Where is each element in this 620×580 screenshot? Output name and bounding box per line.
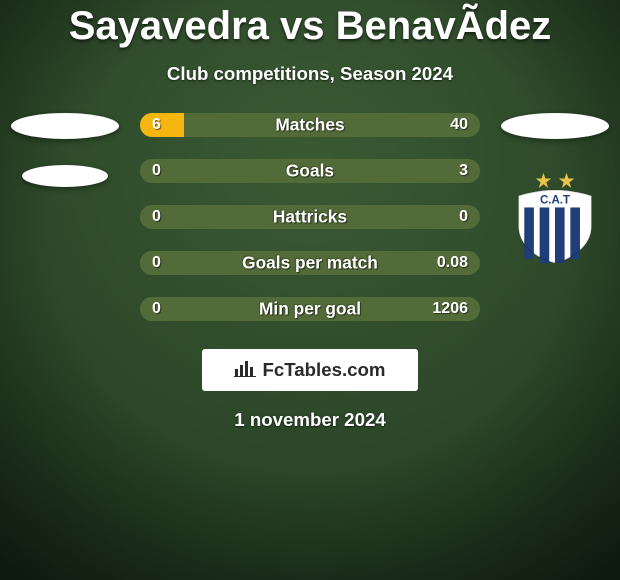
- stat-bars: Matches640 Goals03 Hattricks00 Goals per ma…: [140, 113, 480, 321]
- bar-track: [140, 159, 480, 183]
- left-player-col: [0, 113, 130, 187]
- content-root: Sayavedra vs BenavÃ­dez Club competition…: [0, 0, 620, 580]
- club-badge: C.A.T: [505, 165, 605, 265]
- bar-right-fill: [140, 159, 480, 183]
- brand-text: FcTables.com: [262, 359, 385, 381]
- bar-track: [140, 113, 480, 137]
- stat-row: Goals per match00.08: [140, 251, 480, 275]
- club-placeholder: [22, 165, 108, 187]
- date-text: 1 november 2024: [234, 409, 385, 431]
- stat-row: Matches640: [140, 113, 480, 137]
- bar-right-fill: [184, 113, 480, 137]
- avatar-placeholder: [501, 113, 609, 139]
- subtitle: Club competitions, Season 2024: [167, 63, 453, 85]
- bar-left-fill: [140, 113, 184, 137]
- stat-row: Min per goal01206: [140, 297, 480, 321]
- bar-right-fill: [140, 297, 480, 321]
- bar-right-fill: [140, 251, 480, 275]
- star-icon: [536, 173, 574, 188]
- stat-row: Goals03: [140, 159, 480, 183]
- bar-track: [140, 251, 480, 275]
- bar-chart-icon: [234, 359, 256, 382]
- page-title: Sayavedra vs BenavÃ­dez: [69, 4, 552, 49]
- brand-box: FcTables.com: [202, 349, 418, 391]
- avatar-placeholder: [11, 113, 119, 139]
- comparison-stage: C.A.T Matches640 Goals03 Hattricks00 Goals …: [0, 113, 620, 321]
- stat-row: Hattricks00: [140, 205, 480, 229]
- right-player-col: C.A.T: [490, 113, 620, 265]
- bar-track: [140, 297, 480, 321]
- bar-track: [140, 205, 480, 229]
- badge-text: C.A.T: [540, 194, 570, 206]
